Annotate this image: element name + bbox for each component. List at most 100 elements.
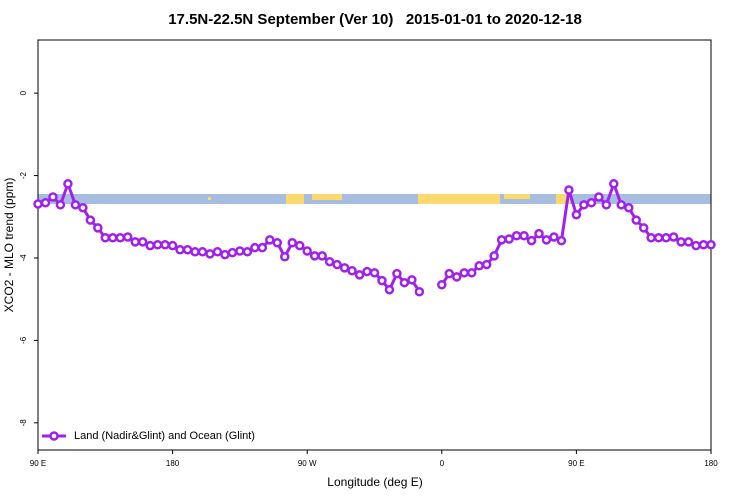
data-point <box>706 240 716 250</box>
data-point <box>392 268 402 279</box>
data-point <box>511 230 522 241</box>
x-tick-label: 90 W <box>298 459 317 468</box>
data-point <box>324 256 335 267</box>
data-point <box>661 233 671 243</box>
data-point <box>571 209 582 220</box>
data-point <box>205 249 215 259</box>
data-point <box>287 237 297 248</box>
y-tick-label: -8 <box>19 419 28 427</box>
y-tick-label: -4 <box>19 254 28 262</box>
data-point <box>414 287 425 297</box>
data-point <box>70 200 81 210</box>
data-point <box>55 200 66 210</box>
data-point <box>616 200 627 210</box>
y-tick-label: -6 <box>19 336 28 344</box>
data-point <box>579 200 589 210</box>
legend-marker <box>49 431 59 441</box>
y-axis-label: XCO2 - MLO trend (ppm) <box>2 178 16 313</box>
data-point <box>437 280 447 290</box>
data-point <box>609 179 619 189</box>
data-point <box>190 247 200 257</box>
data-point <box>362 266 372 277</box>
data-point <box>227 247 238 258</box>
data-point <box>137 237 148 247</box>
y-tick-label: 0 <box>19 90 28 95</box>
data-point <box>638 223 649 233</box>
data-point <box>586 198 597 208</box>
data-point <box>526 235 537 246</box>
data-point <box>646 233 656 243</box>
data-point <box>668 232 679 242</box>
data-point <box>294 240 305 251</box>
data-point <box>257 242 268 253</box>
legend-label: Land (Nadir&Glint) and Ocean (Glint) <box>74 430 255 442</box>
data-point <box>309 251 320 261</box>
data-point <box>40 198 51 208</box>
data-point <box>175 244 185 255</box>
data-point <box>250 242 260 253</box>
data-point <box>160 240 170 250</box>
data-point <box>452 272 462 282</box>
data-point <box>399 277 410 288</box>
data-point <box>407 275 417 285</box>
data-point <box>235 246 245 256</box>
data-point <box>489 251 499 261</box>
data-point <box>93 223 103 233</box>
plot-frame <box>37 39 712 451</box>
data-point <box>369 268 380 278</box>
data-point <box>623 202 634 213</box>
data-point <box>302 246 312 256</box>
data-point <box>377 275 387 286</box>
data-point <box>220 249 230 260</box>
data-point <box>63 179 73 189</box>
data-point <box>332 259 342 270</box>
x-tick-label: 180 <box>166 459 180 468</box>
data-point <box>474 261 484 271</box>
data-point <box>534 228 544 239</box>
data-point <box>444 268 455 279</box>
data-point <box>182 244 193 255</box>
data-point <box>130 237 140 247</box>
data-point <box>459 268 469 278</box>
data-point <box>145 240 155 251</box>
data-point <box>265 235 275 245</box>
x-tick-label: 0 <box>440 459 445 468</box>
data-point <box>601 200 612 210</box>
x-tick-label: 90 E <box>30 459 46 468</box>
data-point <box>384 284 395 295</box>
data-point <box>78 202 88 213</box>
data-point <box>631 215 641 225</box>
data-point <box>167 240 178 251</box>
data-point <box>354 270 365 280</box>
data-point <box>519 230 529 241</box>
data-point <box>653 233 664 243</box>
data-point <box>339 263 350 273</box>
data-point <box>698 240 709 250</box>
x-axis-label: Longitude (deg E) <box>327 475 422 489</box>
data-point <box>504 234 514 244</box>
data-point <box>85 215 96 225</box>
data-point <box>564 185 574 195</box>
data-point <box>108 233 118 243</box>
x-tick-label: 90 E <box>568 459 584 468</box>
data-point <box>272 237 283 248</box>
land-ocean-strip <box>38 194 711 204</box>
data-point <box>496 235 507 245</box>
data-point <box>683 237 694 247</box>
data-point <box>317 251 327 261</box>
data-point <box>212 247 223 257</box>
data-point <box>48 192 58 202</box>
data-point <box>594 192 604 202</box>
data-point <box>549 232 559 242</box>
data-point <box>481 259 492 270</box>
data-point <box>541 235 552 245</box>
data-point <box>242 247 253 257</box>
data-point <box>280 251 290 262</box>
data-point <box>115 233 126 243</box>
data-point <box>100 233 111 243</box>
data-point <box>676 237 686 247</box>
data-point <box>556 235 567 246</box>
data-point <box>122 232 133 242</box>
y-tick-label: -2 <box>19 171 28 179</box>
